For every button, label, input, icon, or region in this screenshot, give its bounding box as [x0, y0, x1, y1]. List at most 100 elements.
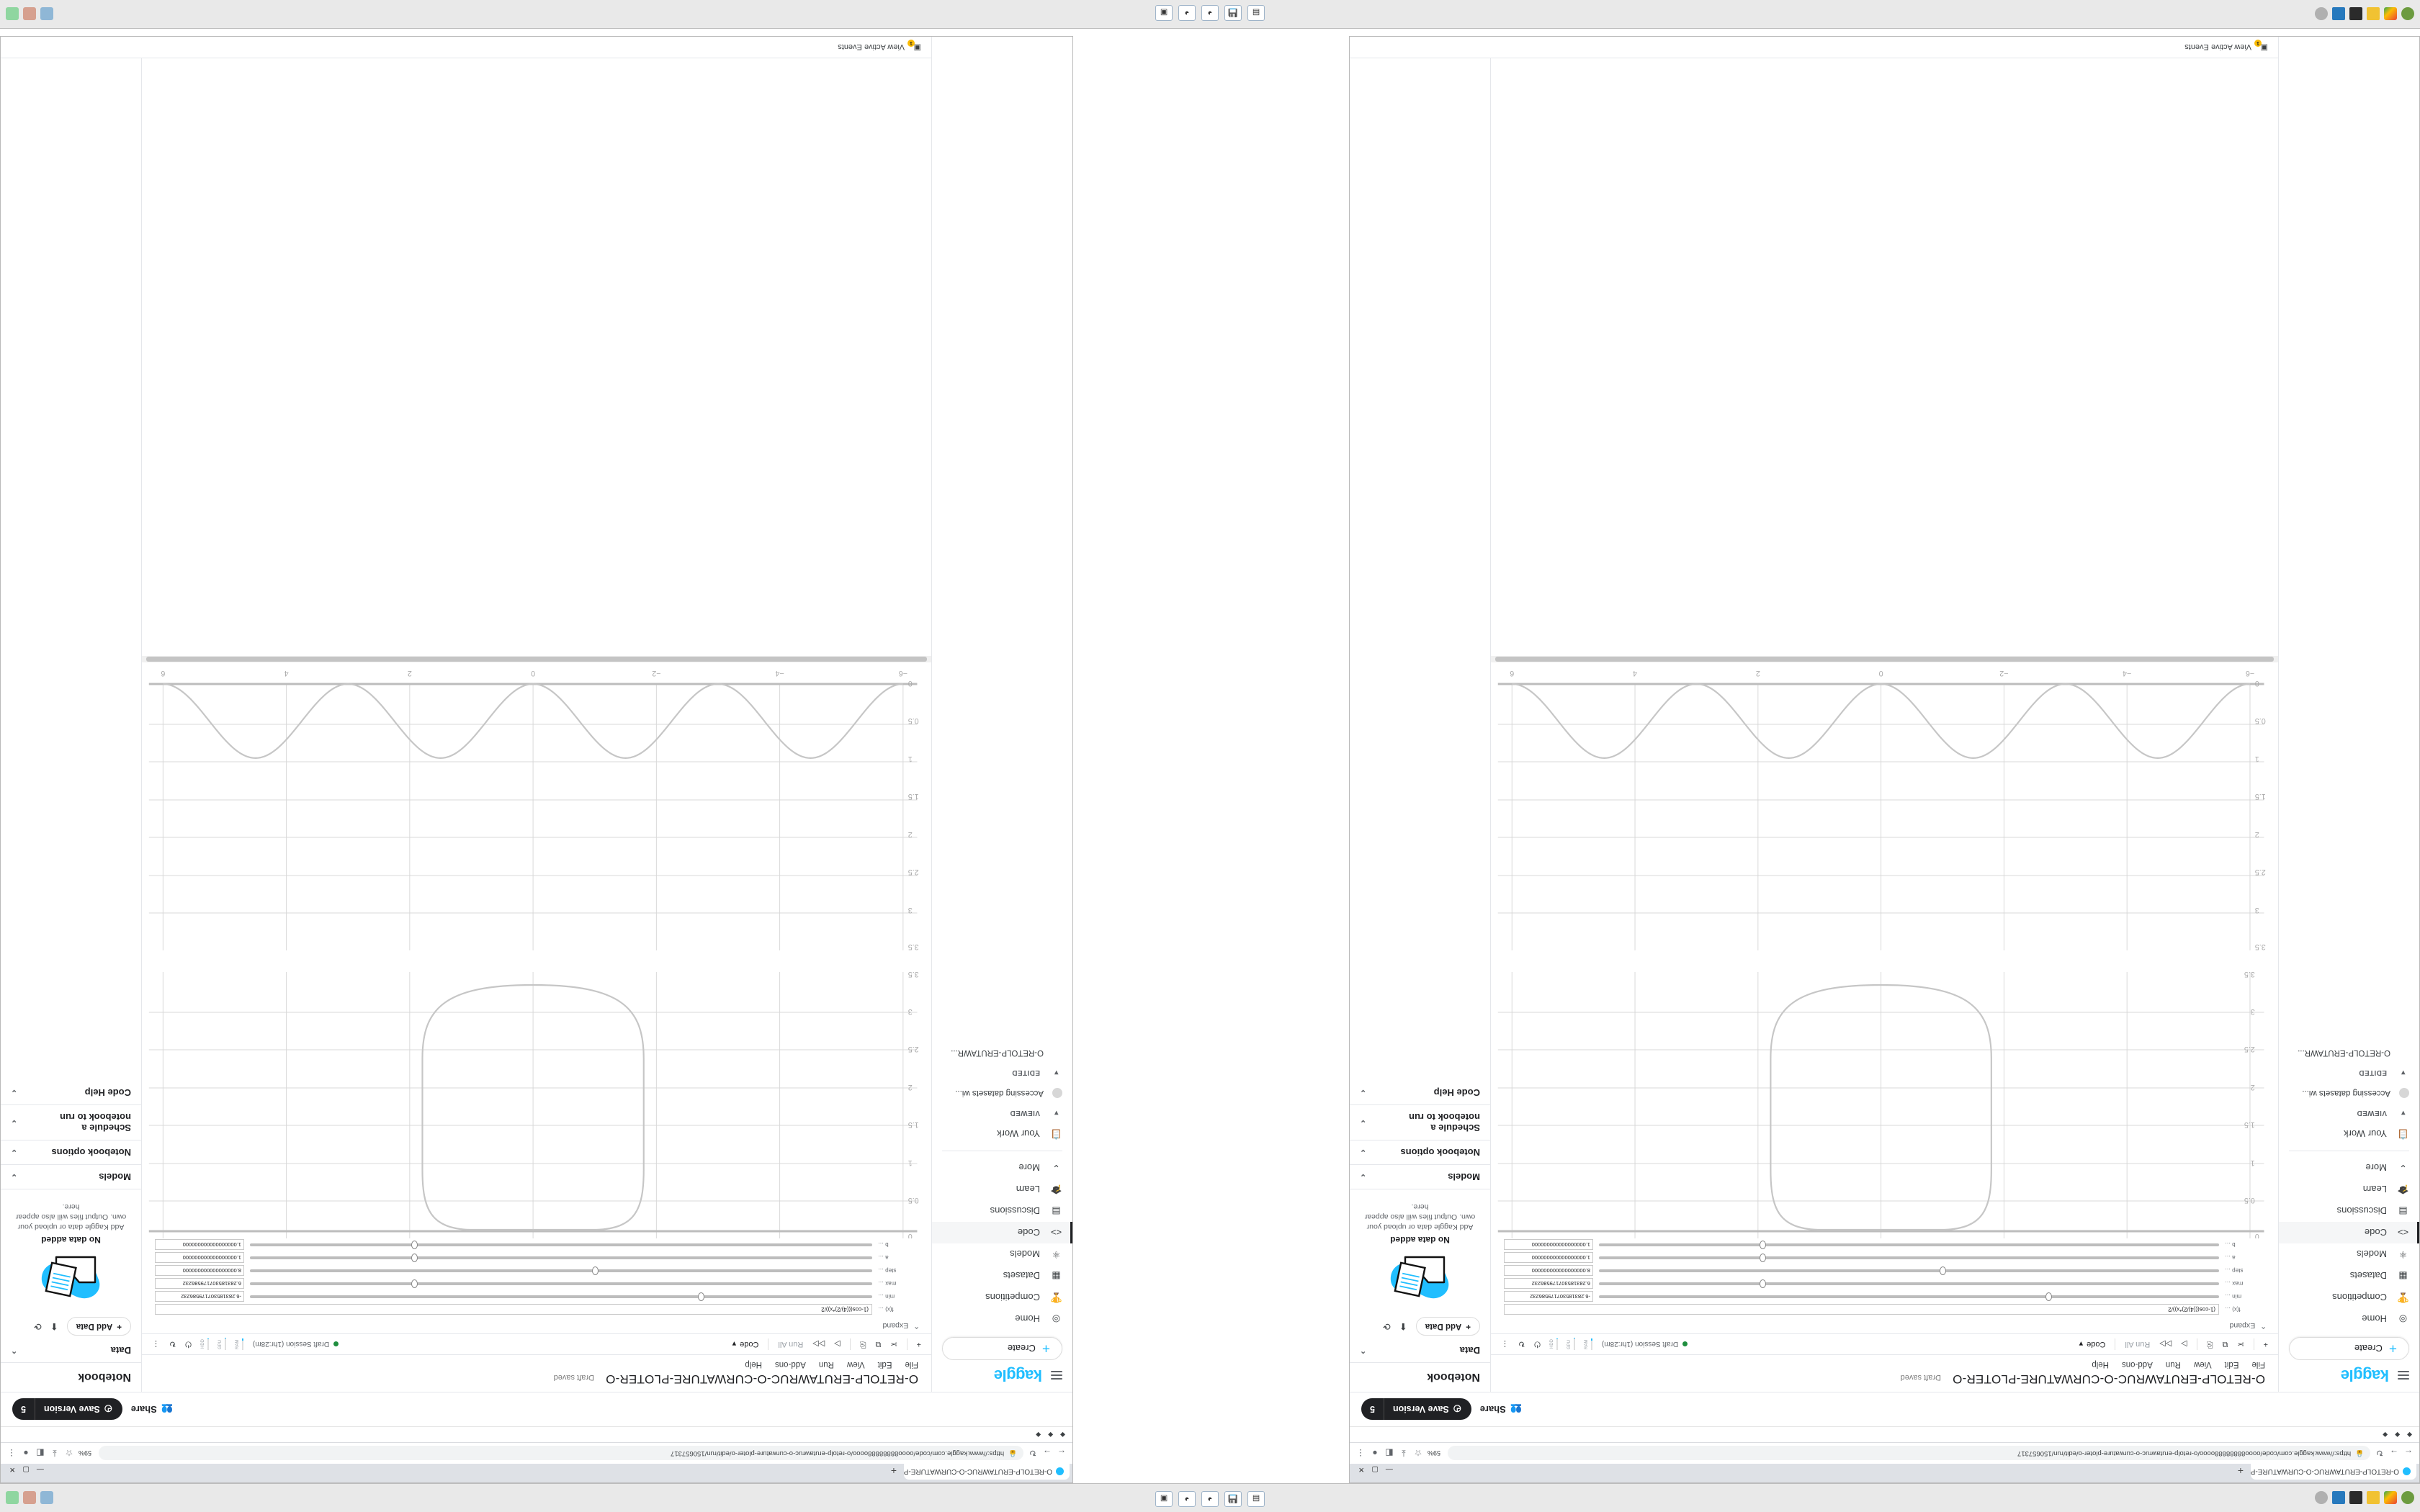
bookmark-item[interactable]: ◆: [2395, 1431, 2401, 1439]
add-data-row[interactable]: + Add Data ⬆ ⟳: [1, 1311, 141, 1338]
slider-xmax[interactable]: [1599, 1279, 2219, 1290]
chevron-down-icon[interactable]: ⌄: [11, 1088, 18, 1097]
browser-tabstrip-left[interactable]: O-RETOLP-ERUTAWRUC-O-CURWATURE-PLOTER-O …: [1350, 1464, 2419, 1482]
expand-output-button[interactable]: ⌃ Expand: [1491, 1318, 2278, 1333]
sidebar-item-competitions[interactable]: 🏆 Competitions: [932, 1287, 1072, 1308]
browser-menu-icon[interactable]: ⋮: [1356, 1448, 1365, 1459]
back-icon[interactable]: ←: [2404, 1448, 2413, 1459]
chevron-down-icon[interactable]: ⌄: [1360, 1117, 1367, 1127]
slider-knob[interactable]: [1760, 1241, 1767, 1250]
chevron-down-icon[interactable]: ⌄: [1360, 1172, 1367, 1182]
taskbar-browser-icon[interactable]: [2384, 7, 2397, 21]
taskbar-editor-icon[interactable]: [2332, 7, 2345, 21]
taskbar-menu-icon[interactable]: [2401, 7, 2414, 21]
slider-knob[interactable]: [411, 1241, 418, 1250]
notebook-toolbar[interactable]: + ✂ ⧉ ⎘ ▷ ▷▷ Run All Code: [142, 1333, 931, 1355]
browser-urlbar-left[interactable]: ← → ↻ 🔒 https://www.kaggle.com/code/oooo…: [1350, 1442, 2419, 1464]
notebook-cell-area-right[interactable]: f(x) … (1-cos(((4)/2)*x))/2 min … -6.283…: [142, 37, 931, 1318]
sidebar-item-your-work[interactable]: 📋 Your Work: [932, 1123, 1072, 1145]
sidebar-recent-item[interactable]: Accessing datasets wi...: [932, 1083, 1072, 1103]
widget-row-slider[interactable]: max … 6.283185307179586232: [1491, 1277, 2278, 1290]
chevron-up-icon[interactable]: ⌃: [1360, 1346, 1367, 1354]
slider-value[interactable]: 1.000000000000000000: [1504, 1239, 1593, 1251]
notebook-title[interactable]: O-RETOLP-ERUTAWRUC-O-CURWATURE-PLOTER-O: [605, 1372, 918, 1386]
widget-row-slider[interactable]: b … 1.000000000000000000: [142, 1238, 931, 1251]
save-version-button[interactable]: ◴ Save Version 5: [1361, 1398, 1471, 1421]
kaggle-logo[interactable]: kaggle: [994, 1367, 1042, 1385]
bookmarks-bar-left[interactable]: ◆ ◆ ◆: [1350, 1426, 2419, 1442]
cut-icon[interactable]: ✂: [2237, 1339, 2244, 1349]
slider-step[interactable]: [1599, 1266, 2219, 1277]
copy-icon[interactable]: ⧉: [875, 1340, 882, 1349]
sidebar-item-competitions[interactable]: 🏆 Competitions: [2279, 1287, 2419, 1308]
run-cell-icon[interactable]: ▷: [834, 1339, 841, 1349]
sidebar-recent-item[interactable]: O-RETOLP-ERUTAWR...: [2279, 1043, 2419, 1063]
forward-icon[interactable]: →: [2390, 1448, 2398, 1459]
widget-row-slider[interactable]: step … 8.000000000000000000: [1491, 1264, 2278, 1277]
tray-volume-icon[interactable]: [23, 7, 36, 21]
add-data-button[interactable]: + Add Data: [66, 1317, 131, 1336]
window-dock-top[interactable]: ▤ 💾 ◕ ◕ ▣: [1155, 1489, 1265, 1509]
sidebar-item-more[interactable]: ⌄ More: [932, 1157, 1072, 1179]
add-cell-button[interactable]: +: [2263, 1340, 2268, 1349]
widget-row-slider[interactable]: step … 8.000000000000000000: [142, 1264, 931, 1277]
panel-section-code-help[interactable]: Code Help ⌄: [1350, 1081, 1490, 1106]
bookmark-item[interactable]: ◆: [1048, 1431, 1054, 1439]
dock-terminal-icon[interactable]: ▣: [1155, 1491, 1173, 1507]
active-events-bar[interactable]: ▣ 1 View Active Events: [1, 37, 931, 58]
bookmark-star-icon[interactable]: ☆: [65, 1448, 73, 1459]
refresh-icon[interactable]: ⟳: [33, 1321, 42, 1332]
sidebar-item-datasets[interactable]: ▦ Datasets: [932, 1265, 1072, 1287]
slider-knob[interactable]: [1760, 1279, 1767, 1289]
maximize-icon[interactable]: ▢: [1371, 1465, 1379, 1473]
panel-section-notebook-options[interactable]: Notebook options ⌄: [1, 1140, 141, 1166]
slider-knob[interactable]: [1940, 1266, 1947, 1276]
profile-avatar[interactable]: ●: [23, 1448, 29, 1459]
copy-icon[interactable]: ⧉: [2222, 1340, 2228, 1349]
chevron-down-icon[interactable]: ⌄: [1360, 1088, 1367, 1097]
sidebar-item-more[interactable]: ⌄ More: [2279, 1157, 2419, 1179]
dock-chrome-icon-1[interactable]: ◕: [1201, 1491, 1219, 1507]
reload-icon[interactable]: ↻: [1028, 1448, 1037, 1459]
dock-terminal-icon[interactable]: ▣: [1155, 5, 1173, 21]
upload-icon[interactable]: ⬆: [50, 1321, 58, 1332]
new-tab-button[interactable]: +: [890, 1465, 897, 1477]
sidebar-item-home[interactable]: ◎ Home: [2279, 1308, 2419, 1330]
widget-row-slider[interactable]: min … -6.283185307179586232: [1491, 1290, 2278, 1303]
slider-value[interactable]: 1.000000000000000000: [155, 1239, 244, 1251]
sidebar-section-viewed[interactable]: ▾ VIEWED: [932, 1103, 1072, 1123]
slider-xmin[interactable]: [1599, 1292, 2219, 1302]
sidebar-section-edited[interactable]: ▾ EDITED: [2279, 1063, 2419, 1083]
slider-value[interactable]: -6.283185307179586232: [155, 1291, 244, 1302]
taskbar-editor-icon[interactable]: [2332, 1491, 2345, 1505]
download-icon[interactable]: ⤓: [53, 1449, 57, 1459]
extensions-icon[interactable]: ◧: [1385, 1448, 1394, 1459]
dock-tile-icon[interactable]: ▤: [1247, 5, 1265, 21]
hamburger-menu-icon[interactable]: [2398, 1371, 2409, 1380]
chevron-up-icon[interactable]: ⌃: [11, 1346, 18, 1354]
run-all-icon[interactable]: ▷▷: [812, 1339, 825, 1349]
widget-stack[interactable]: f(x) … (1-cos(((4)/2)*x))/2 min … -6.283…: [1491, 1238, 2278, 1316]
taskbar-menu-icon[interactable]: [2401, 1491, 2414, 1505]
panel-section-schedule[interactable]: Schedule a notebook to run ⌄: [1350, 1105, 1490, 1141]
new-tab-button[interactable]: +: [2237, 1465, 2244, 1477]
minimize-icon[interactable]: —: [36, 1465, 44, 1473]
hamburger-menu-icon[interactable]: [1051, 1371, 1062, 1380]
desktop-taskbar-top[interactable]: ▤ 💾 ◕ ◕ ▣: [0, 1483, 2420, 1512]
menu-view[interactable]: View: [2193, 1360, 2212, 1369]
bookmark-item[interactable]: ◆: [2383, 1431, 2388, 1439]
window-controls[interactable]: — ▢ ✕: [4, 1464, 50, 1473]
notebook-cell-area-left[interactable]: f(x) … (1-cos(((4)/2)*x))/2 min … -6.283…: [1491, 37, 2278, 1318]
menu-addons[interactable]: Add-ons: [774, 1360, 806, 1369]
chevron-down-icon[interactable]: ⌄: [11, 1117, 18, 1127]
taskbar-terminal-icon[interactable]: [2349, 7, 2362, 21]
horizontal-scrollbar[interactable]: [142, 656, 931, 662]
active-events-bar[interactable]: ▣ 1 View Active Events: [1350, 37, 2278, 58]
slider-a[interactable]: [1599, 1253, 2219, 1264]
menu-run[interactable]: Run: [818, 1360, 834, 1369]
cell-type-select[interactable]: Code ▾: [2079, 1340, 2106, 1349]
sidebar-item-code[interactable]: <> Code: [2279, 1222, 2419, 1243]
notebook-title[interactable]: O-RETOLP-ERUTAWRUC-O-CURWATURE-PLOTER-O: [1952, 1372, 2265, 1386]
reload-icon[interactable]: ↻: [2375, 1448, 2384, 1459]
widget-row-slider[interactable]: b … 1.000000000000000000: [1491, 1238, 2278, 1251]
